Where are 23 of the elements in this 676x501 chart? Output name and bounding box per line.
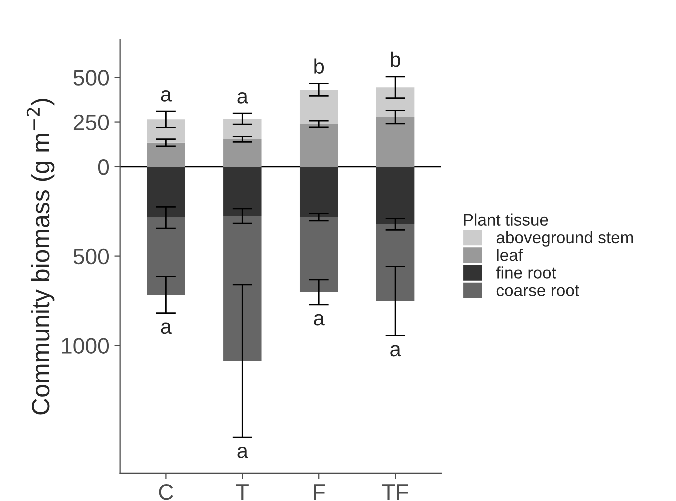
- legend-title: Plant tissue: [464, 214, 548, 226]
- annotation: a: [238, 446, 248, 458]
- annotation: b: [314, 58, 324, 74]
- x-tick-label: TF: [382, 484, 408, 500]
- annotation: a: [390, 345, 402, 357]
- annotation: a: [161, 322, 172, 334]
- legend-label: fine root: [496, 266, 556, 279]
- x-tick-label: C: [159, 484, 174, 500]
- y-tick-label: 500: [74, 70, 110, 86]
- y-tick-label: 500: [74, 248, 110, 265]
- y-tick-label: 250: [74, 114, 110, 131]
- x-tick-label: F: [314, 484, 325, 500]
- legend-label: coarse root: [496, 286, 580, 296]
- annotation: b: [391, 52, 400, 68]
- x-tick-label: T: [236, 484, 249, 500]
- annotation: a: [238, 92, 248, 104]
- y-tick-label: 0: [98, 159, 110, 176]
- legend-label: leaf: [497, 248, 524, 262]
- legend-label: aboveground stem: [496, 231, 634, 247]
- annotation: a: [161, 90, 172, 102]
- annotation: a: [314, 314, 325, 326]
- y-axis-title: Community biomass (g m$^{−2}$): [26, 99, 55, 415]
- y-tick-label: 1000: [62, 338, 110, 354]
